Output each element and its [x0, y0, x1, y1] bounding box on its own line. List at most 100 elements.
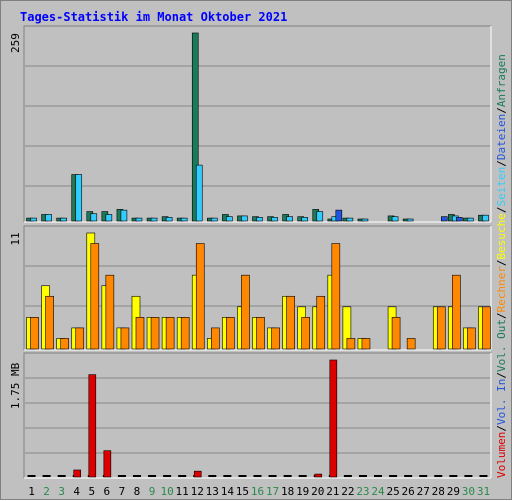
bar-rechner-day-5 [90, 243, 100, 350]
day-label-30: 30 [462, 485, 475, 498]
bar-rechner-day-11 [180, 317, 190, 350]
volume-baseline-mark [223, 475, 232, 477]
legend-separator: / [495, 372, 508, 379]
volume-baseline-mark [178, 475, 187, 477]
bar-dateien-day-8 [135, 217, 143, 222]
bar-volumen-day-5 [88, 374, 97, 478]
bar-dateien-day-1 [30, 217, 37, 222]
legend-separator: / [495, 107, 508, 114]
bar-dateien-day-3 [60, 217, 67, 222]
day-label-10: 10 [160, 485, 173, 498]
bar-rechner-day-26 [406, 338, 416, 350]
volume-baseline-mark [27, 475, 36, 477]
bar-volumen-day-4 [73, 469, 82, 478]
bar-rechner-day-22 [346, 338, 356, 350]
day-label-3: 3 [58, 485, 65, 498]
day-label-29: 29 [447, 485, 460, 498]
bar-rechner-day-31 [482, 306, 491, 350]
bar-rechner-day-17 [271, 327, 280, 350]
volume-baseline-mark [404, 475, 413, 477]
bar-volumen-day-12 [193, 470, 202, 478]
volume-baseline-mark [374, 475, 383, 477]
volume-baseline-mark [268, 475, 277, 477]
legend-item-volumen: Volumen [495, 432, 508, 478]
bar-rechner-day-23 [361, 338, 371, 350]
day-label-27: 27 [417, 485, 430, 498]
bar-dateien-day-20 [316, 211, 324, 222]
bar-dateien-day-13 [211, 217, 218, 222]
bar-dateien-day-15 [241, 215, 248, 222]
bar-rechner-day-1 [30, 317, 39, 350]
legend-item-anfragen: Anfragen [495, 54, 508, 107]
bar-rechner-day-30 [467, 327, 476, 350]
ymax-label: 259 [9, 33, 22, 53]
bar-dateien-day-30 [467, 217, 474, 222]
ymax-label: 11 [9, 232, 22, 245]
legend-separator: / [495, 160, 508, 167]
legend-separator: / [495, 259, 508, 266]
legend-item-vol-in: Vol. In [495, 379, 508, 425]
volume-baseline-mark [163, 475, 172, 477]
volume-baseline-mark [57, 475, 66, 477]
bar-dateien-day-9 [150, 217, 158, 222]
bar-rechner-day-18 [286, 295, 295, 350]
day-label-1: 1 [28, 485, 35, 498]
volume-baseline-mark [283, 475, 292, 477]
bar-seiten-day-28 [440, 216, 448, 222]
bar-dateien-day-12 [195, 164, 203, 222]
day-label-28: 28 [432, 485, 445, 498]
bar-rechner-day-12 [195, 243, 205, 350]
bar-dateien-day-10 [165, 217, 173, 222]
day-label-19: 19 [296, 485, 309, 498]
day-label-12: 12 [191, 485, 204, 498]
day-label-7: 7 [119, 485, 126, 498]
volume-baseline-mark [419, 475, 428, 477]
day-label-6: 6 [104, 485, 111, 498]
bar-seiten-day-29 [456, 217, 463, 222]
bar-anfragen-day-12 [191, 32, 199, 222]
day-label-8: 8 [134, 485, 141, 498]
bar-dateien-day-2 [45, 214, 52, 222]
day-label-17: 17 [266, 485, 279, 498]
plot-panel-bottom [23, 352, 492, 479]
volume-baseline-mark [479, 475, 488, 477]
volume-baseline-mark [298, 475, 307, 477]
volume-baseline-mark [238, 475, 247, 477]
day-label-18: 18 [281, 485, 294, 498]
bar-dateien-day-14 [226, 216, 233, 222]
volume-baseline-mark [464, 475, 473, 477]
volume-baseline-mark [132, 475, 141, 477]
volume-baseline-mark [434, 475, 443, 477]
volume-baseline-mark [253, 475, 262, 477]
bar-rechner-day-20 [316, 295, 326, 350]
bar-rechner-day-28 [436, 306, 446, 350]
volume-baseline-mark [449, 475, 458, 477]
bar-rechner-day-29 [452, 274, 461, 350]
day-label-31: 31 [477, 485, 490, 498]
bar-rechner-day-3 [60, 338, 69, 350]
bar-rechner-day-16 [256, 317, 265, 350]
legend-separator: / [495, 425, 508, 432]
bar-rechner-day-4 [75, 327, 85, 350]
day-label-14: 14 [221, 485, 235, 498]
bar-rechner-day-13 [211, 327, 220, 350]
bar-dateien-day-18 [286, 216, 293, 222]
day-label-22: 22 [341, 485, 354, 498]
bar-rechner-day-25 [391, 317, 401, 350]
bar-rechner-day-19 [301, 317, 310, 350]
ymax-label: 1.75 MB [9, 362, 22, 409]
legend-item-vol-out: Vol. Out [495, 319, 508, 372]
bar-rechner-day-2 [45, 295, 54, 350]
bar-volumen-day-21 [329, 359, 338, 478]
day-label-26: 26 [402, 485, 415, 498]
day-label-23: 23 [356, 485, 369, 498]
bar-seiten-day-21 [335, 209, 343, 222]
bar-rechner-day-10 [165, 317, 175, 350]
bar-dateien-day-25 [391, 216, 399, 222]
day-label-2: 2 [43, 485, 50, 498]
bar-dateien-day-26 [406, 218, 414, 222]
day-label-15: 15 [236, 485, 249, 498]
volume-baseline-mark [42, 475, 51, 477]
bar-rechner-day-8 [135, 317, 145, 350]
day-label-24: 24 [371, 485, 385, 498]
